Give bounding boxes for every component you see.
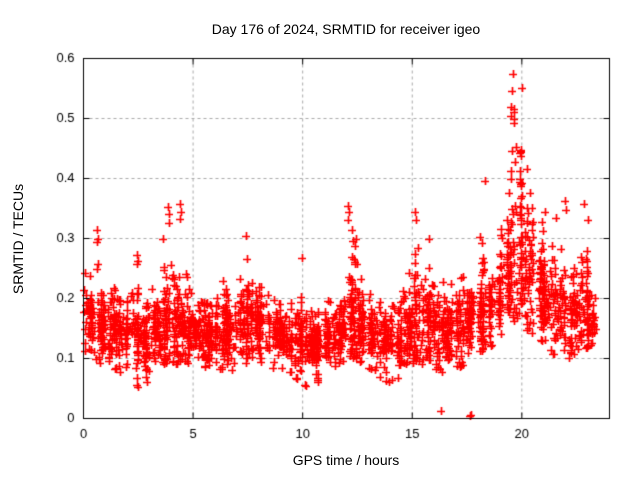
chart-title: Day 176 of 2024, SRMTID for receiver ige… xyxy=(211,21,481,37)
y-axis-label: SRMTID / TECUs xyxy=(10,183,26,295)
x-axis-label: GPS time / hours xyxy=(292,452,400,468)
